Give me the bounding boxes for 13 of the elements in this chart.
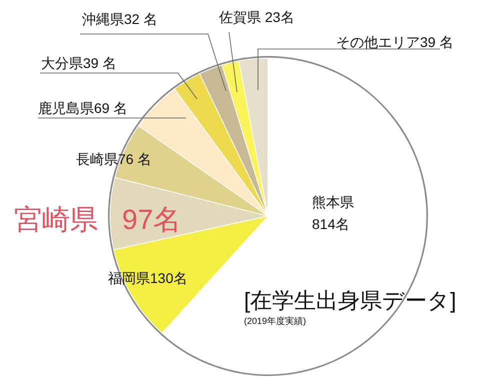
slice-label: その他エリア39 名 — [336, 34, 454, 50]
data-label: 814名 — [312, 216, 350, 232]
data-label: 97名 — [122, 204, 182, 235]
slice-label: 佐賀県 23名 — [219, 9, 294, 25]
slice-label: 福岡県130名 — [108, 270, 188, 286]
slice-label: 大分県39 名 — [41, 55, 116, 71]
slice-label: 沖縄県32 名 — [82, 11, 158, 27]
text: (2019年度実績) — [244, 316, 306, 326]
text: [在学生出身県データ] — [244, 288, 456, 313]
slice-label: 熊本県 — [312, 194, 354, 210]
slice-label: 鹿児島県69 名 — [38, 100, 128, 116]
slice-label: 長崎県76 名 — [76, 151, 152, 167]
slice-label: 宮崎県 — [14, 204, 98, 235]
